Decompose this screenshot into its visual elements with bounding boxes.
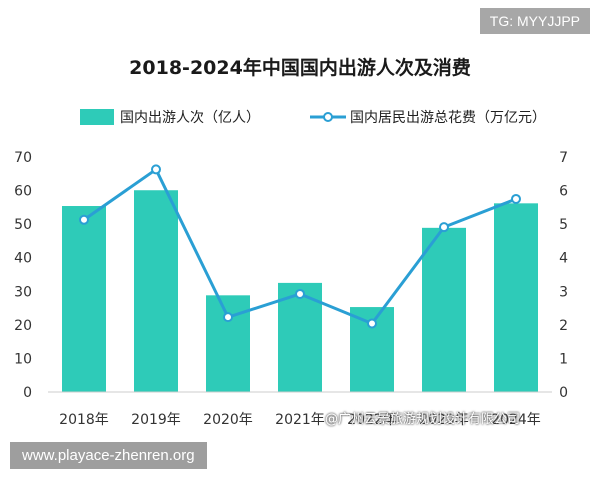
x-tick-label: 2019年 [131, 412, 181, 428]
line-point [295, 288, 305, 299]
line-point [439, 222, 449, 233]
y-right-tick-label: 1 [559, 351, 568, 367]
y-left-tick-label: 30 [14, 284, 32, 300]
legend-bar-label: 国内出游人次（亿人） [120, 110, 260, 126]
left-axis: 0 10 20 30 40 50 60 70 [14, 150, 32, 401]
line-point [223, 312, 233, 323]
y-left-tick-label: 10 [14, 351, 32, 367]
bar [206, 295, 250, 392]
y-right-tick-label: 2 [559, 318, 568, 334]
watermark-text: @广州云景旅游规划设计有限公司 [325, 412, 521, 427]
y-left-tick-label: 50 [14, 217, 32, 233]
chart-panel: 2018-2024年中国国内出游人次及消费 国内出游人次（亿人） 国内居民出游总… [8, 40, 592, 440]
x-tick-label: 2018年 [59, 412, 109, 428]
y-left-tick-label: 20 [14, 318, 32, 334]
line-series [79, 164, 521, 329]
bar [134, 190, 178, 392]
line-point [151, 164, 161, 175]
y-left-tick-label: 70 [14, 150, 32, 166]
x-tick-label: 2021年 [275, 412, 325, 428]
legend-line-marker [323, 112, 333, 122]
x-axis: 2018年 2019年 2020年 2021年 2022年 2023年 2024年 [59, 412, 541, 428]
y-right-tick-label: 5 [559, 217, 568, 233]
bar [494, 203, 538, 392]
x-tick-label: 2022年 [347, 412, 397, 428]
y-right-tick-label: 3 [559, 284, 568, 300]
chart-title: 2018-2024年中国国内出游人次及消费 [129, 56, 471, 79]
overlay-tag: TG: MYYJJPP [479, 8, 590, 34]
line-point [79, 214, 89, 225]
x-tick-label: 2023年 [419, 412, 469, 428]
line-point [511, 193, 521, 204]
chart-svg: 2018-2024年中国国内出游人次及消费 国内出游人次（亿人） 国内居民出游总… [14, 56, 568, 428]
bar [62, 206, 106, 392]
right-axis: 0 1 2 3 4 5 6 7 [559, 150, 568, 401]
x-tick-label: 2024年 [491, 412, 541, 428]
legend-bar-swatch [80, 109, 114, 125]
bar-series [62, 190, 538, 392]
bar [422, 227, 466, 392]
y-right-tick-label: 6 [559, 184, 568, 200]
legend-line-label: 国内居民出游总花费（万亿元） [350, 110, 546, 126]
y-left-tick-label: 60 [14, 184, 32, 200]
y-right-tick-label: 7 [559, 150, 568, 166]
y-right-tick-label: 4 [559, 251, 568, 267]
y-left-tick-label: 40 [14, 251, 32, 267]
y-right-tick-label: 0 [559, 385, 568, 401]
overlay-url: www.playace-zhenren.org [10, 442, 207, 469]
line-point [367, 318, 377, 329]
x-tick-label: 2020年 [203, 412, 253, 428]
y-left-tick-label: 0 [23, 385, 32, 401]
